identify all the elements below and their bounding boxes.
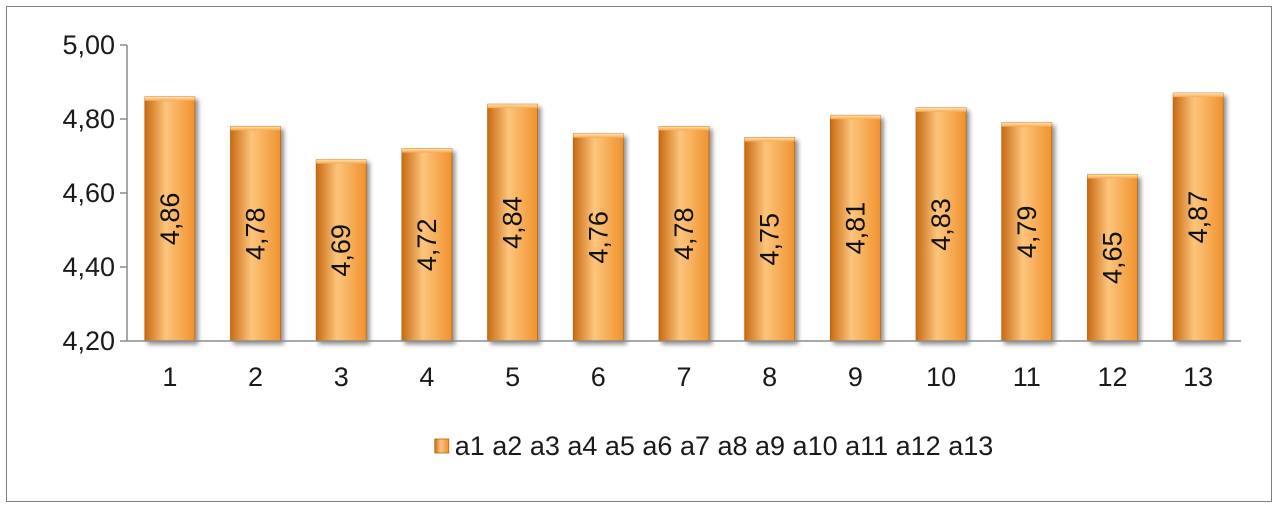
bar-top xyxy=(573,133,624,138)
bar-value-label: 4,78 xyxy=(669,207,699,260)
bar-value-label: 4,84 xyxy=(498,196,528,249)
y-tick-label: 5,00 xyxy=(62,30,115,60)
bar-value-label: 4,79 xyxy=(1012,206,1042,259)
bar-value-label: 4,81 xyxy=(840,202,870,255)
legend: a1 a2 a3 a4 a5 a6 a7 a8 a9 a10 a11 a12 a… xyxy=(434,431,994,461)
bar-top xyxy=(487,104,538,109)
bar-value-label: 4,83 xyxy=(926,198,956,251)
bar-top xyxy=(1173,93,1224,98)
bar-body xyxy=(230,126,281,342)
y-tick-label: 4,20 xyxy=(62,326,115,356)
bar-body xyxy=(1001,122,1053,342)
x-tick-label: 2 xyxy=(248,362,263,392)
bar-value-label: 4,86 xyxy=(155,193,185,246)
bar-value-label: 4,72 xyxy=(412,219,442,272)
bar-chart: 5,004,804,604,404,20 4,86 4,78 4,69 4,72 4,8… xyxy=(62,30,1241,461)
bar-body xyxy=(744,137,796,342)
bar-value-label: 4,65 xyxy=(1097,231,1127,284)
x-tick-label: 8 xyxy=(762,362,777,392)
bar-top xyxy=(659,126,709,131)
bar xyxy=(401,148,453,342)
bar-top xyxy=(744,137,795,142)
legend-label: a1 a2 a3 a4 a5 a6 a7 a8 a9 a10 a11 a12 a… xyxy=(455,431,994,461)
bar xyxy=(1087,174,1138,342)
x-tick-label: 13 xyxy=(1183,362,1213,392)
x-tick-label: 4 xyxy=(419,362,434,392)
bar-value-label: 4,78 xyxy=(241,207,271,260)
x-tick-label: 6 xyxy=(591,362,606,392)
bar-body xyxy=(1087,174,1138,342)
y-tick-label: 4,80 xyxy=(62,104,115,134)
y-axis: 5,00 4,80 4,60 4,40 4,20 xyxy=(62,30,128,356)
bar-top xyxy=(401,148,452,153)
x-tick-label: 7 xyxy=(676,362,691,392)
x-tick-label: 5 xyxy=(505,362,520,392)
x-tick-label: 3 xyxy=(334,362,349,392)
bar xyxy=(315,159,367,342)
bar-value-label: 4,75 xyxy=(755,213,785,266)
x-tick-label: 10 xyxy=(926,362,956,392)
chart-frame: 5,00 4,80 4,60 4,40 4,20 4,86 4,78 4,69 4,72 4,8… xyxy=(6,6,1272,502)
x-tick-label: 11 xyxy=(1013,362,1041,392)
bar xyxy=(658,126,710,342)
y-tick-label: 4,60 xyxy=(62,178,115,208)
bar-top xyxy=(830,115,881,120)
bar-top xyxy=(230,126,281,131)
bar-body xyxy=(829,114,881,342)
bar-labels: 4,86 4,78 4,69 4,72 4,84 4,76 4,78 4,75 4,81 4,83… xyxy=(155,191,1213,284)
bar-top xyxy=(316,159,367,164)
bar-top xyxy=(1001,122,1052,127)
bar-top xyxy=(1087,174,1138,179)
bar xyxy=(230,126,281,342)
bar-value-label: 4,69 xyxy=(326,224,356,277)
bar-top xyxy=(916,107,967,112)
x-tick-label: 9 xyxy=(848,362,863,392)
bar-body xyxy=(1172,92,1224,342)
bar-body xyxy=(315,159,367,342)
bars xyxy=(144,92,1224,342)
x-tick-label: 1 xyxy=(162,362,177,392)
x-axis: 1 2 3 4 5 6 7 8 9 10 11 12 13 xyxy=(127,340,1241,392)
bar xyxy=(829,114,881,342)
bar-value-label: 4,87 xyxy=(1183,191,1213,244)
bar-value-label: 4,76 xyxy=(583,211,613,264)
x-tick-label: 12 xyxy=(1097,362,1127,392)
bar xyxy=(744,137,796,342)
bar xyxy=(915,107,967,342)
legend-swatch xyxy=(434,438,450,454)
y-tick-label: 4,40 xyxy=(62,252,115,282)
bar xyxy=(1172,92,1224,342)
bar-top xyxy=(144,96,195,101)
bar-body xyxy=(401,148,453,342)
bar xyxy=(1001,122,1053,342)
bar-body xyxy=(915,107,967,342)
